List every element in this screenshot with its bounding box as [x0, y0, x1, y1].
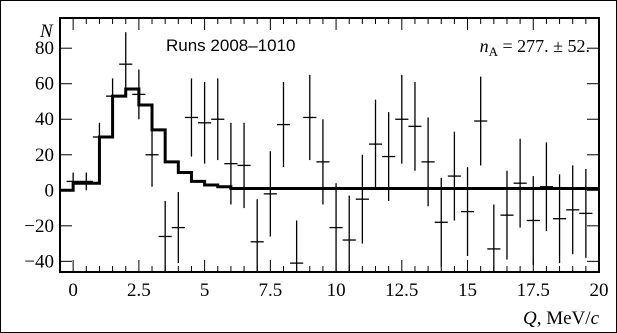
- data-point: [579, 168, 593, 258]
- data-point: [224, 122, 238, 205]
- x-tick-label: 7.5: [258, 280, 282, 301]
- data-point: [276, 81, 291, 168]
- y-tick-label: 60: [35, 74, 54, 95]
- data-point: [79, 172, 93, 191]
- data-point: [145, 122, 159, 187]
- x-tick-label: 5: [200, 280, 210, 301]
- data-point: [395, 74, 409, 164]
- data-point: [171, 192, 185, 264]
- data-point: [158, 200, 172, 272]
- data-point: [237, 122, 251, 209]
- x-tick-label: 0: [68, 280, 78, 301]
- x-tick-label: 15: [458, 280, 477, 301]
- y-tick-label: 20: [35, 145, 54, 166]
- x-tick-label: 20: [590, 280, 609, 301]
- data-point: [198, 81, 212, 164]
- data-point: [474, 76, 488, 166]
- data-point: [119, 32, 133, 97]
- data-point: [329, 183, 343, 272]
- data-point: [500, 170, 514, 260]
- y-axis-label: N: [39, 21, 54, 42]
- data-point: [566, 165, 580, 255]
- data-point: [513, 138, 527, 228]
- x-axis: 0 2.5 5 7.5 10 12.5 15 17.5 20: [59, 18, 609, 301]
- data-point: [421, 117, 435, 207]
- data-point: [460, 167, 475, 257]
- y-axis: −40 −20 0 20 40 60 80: [24, 38, 599, 272]
- data-point: [382, 112, 396, 201]
- y-tick-label: −40: [24, 251, 54, 272]
- x-tick-label: 10: [327, 280, 346, 301]
- y-tick-label: 80: [35, 38, 54, 59]
- data-marks: [60, 32, 599, 272]
- data-point: [408, 81, 422, 171]
- data-point: [342, 195, 356, 272]
- n-annotation: nA = 277. ± 52.: [480, 36, 590, 59]
- y-tick-label: 0: [45, 180, 55, 201]
- data-point: [303, 74, 317, 161]
- data-point: [184, 78, 199, 157]
- data-point: [211, 78, 225, 161]
- plot-area: [59, 17, 600, 273]
- data-point: [290, 220, 304, 272]
- data-point: [263, 151, 277, 237]
- data-point: [355, 154, 369, 244]
- data-point: [434, 177, 448, 267]
- fit-histogram-line: [60, 87, 599, 192]
- y-tick-label: −20: [24, 216, 54, 237]
- data-point: [526, 176, 540, 265]
- y-tick-label: 40: [35, 109, 54, 130]
- x-tick-label: 12.5: [385, 280, 418, 301]
- data-point: [539, 142, 553, 232]
- data-point: [487, 204, 501, 272]
- data-point: [250, 199, 264, 272]
- x-tick-label: 2.5: [127, 280, 151, 301]
- data-point: [368, 99, 383, 189]
- data-point: [316, 119, 330, 205]
- x-tick-label: 17.5: [517, 280, 550, 301]
- runs-annotation: Runs 2008–1010: [166, 36, 296, 55]
- x-axis-label: Q, MeV/c: [523, 308, 600, 329]
- data-point: [447, 131, 461, 221]
